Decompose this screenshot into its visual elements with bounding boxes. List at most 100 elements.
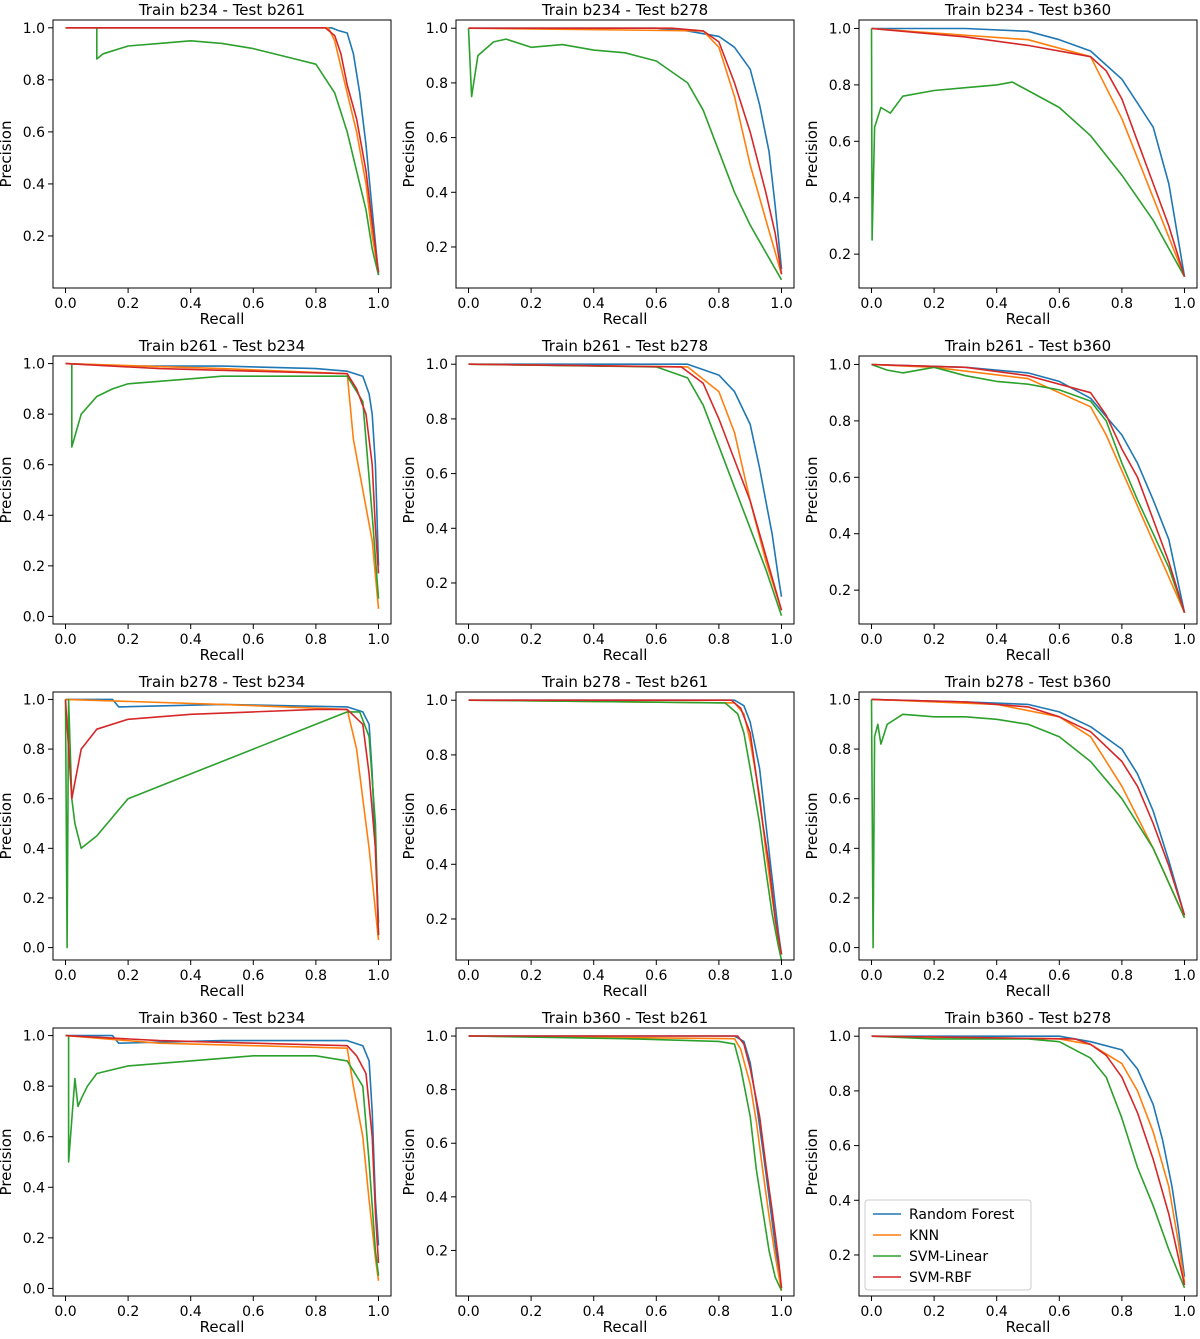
y-axis-label: Precision [803, 793, 821, 860]
x-tick-label: 0.6 [1048, 296, 1070, 312]
series-group [870, 698, 1186, 949]
y-tick-label: 0.4 [829, 841, 851, 857]
x-tick-label: 0.6 [645, 632, 667, 648]
series-line-svm-linear [96, 27, 380, 276]
y-tick-label: 0.6 [829, 1139, 851, 1155]
x-tick-label: 0.6 [1048, 632, 1070, 648]
y-tick-label: 0.2 [23, 229, 45, 245]
series-line-knn [468, 27, 783, 275]
x-tick-label: 1.0 [367, 1304, 389, 1320]
y-axis-label: Precision [400, 1129, 418, 1196]
y-tick-label: 0.4 [426, 185, 448, 201]
y-tick-label: 1.0 [829, 692, 851, 708]
series-line-svm-linear [870, 699, 1186, 949]
series-line-knn [65, 26, 380, 273]
series-line-random-forest [871, 698, 1186, 916]
y-tick-label: 0.8 [23, 742, 45, 758]
y-tick-label: 0.2 [426, 1243, 448, 1259]
y-tick-label: 0.6 [426, 803, 448, 819]
series-line-knn [871, 698, 1186, 919]
y-axis-label: Precision [0, 457, 15, 524]
series-line-knn [871, 363, 1186, 614]
axes-frame [52, 19, 392, 289]
x-tick-label: 1.0 [1173, 296, 1195, 312]
series-line-knn [468, 363, 783, 611]
x-tick-label: 1.0 [367, 296, 389, 312]
x-axis-label: Recall [1006, 646, 1051, 664]
axes-frame [858, 19, 1198, 289]
x-tick-label: 1.0 [367, 968, 389, 984]
y-tick-label: 1.0 [23, 692, 45, 708]
series-line-svm-rbf [871, 27, 1186, 277]
chart-title: Train b360 - Test b234 [138, 1009, 305, 1027]
series-line-svm-rbf [871, 363, 1186, 613]
x-tick-label: 0.8 [708, 968, 730, 984]
x-tick-label: 0.0 [457, 1304, 479, 1320]
series-line-svm-linear [870, 28, 1186, 278]
x-tick-label: 0.2 [520, 632, 542, 648]
series-line-svm-linear [67, 1035, 380, 1276]
chart-title: Train b278 - Test b234 [138, 673, 305, 691]
axes-frame [455, 691, 795, 961]
x-tick-label: 0.2 [117, 968, 139, 984]
series-group [871, 1035, 1186, 1289]
chart-title: Train b278 - Test b360 [944, 673, 1111, 691]
x-tick-label: 0.8 [1111, 968, 1133, 984]
series-line-svm-rbf [65, 362, 380, 574]
series-line-svm-rbf [65, 26, 380, 273]
chart-title: Train b261 - Test b278 [541, 337, 708, 355]
axes-frame [858, 691, 1198, 961]
x-axis-label: Recall [1006, 1318, 1051, 1336]
y-tick-label: 0.4 [23, 508, 45, 524]
x-tick-label: 0.4 [583, 632, 605, 648]
x-tick-label: 0.8 [305, 1304, 327, 1320]
y-tick-label: 0.6 [829, 792, 851, 808]
series-line-svm-linear [467, 28, 783, 281]
x-axis-label: Recall [603, 982, 648, 1000]
x-tick-label: 1.0 [1173, 632, 1195, 648]
x-tick-label: 0.2 [520, 1304, 542, 1320]
series-line-svm-rbf [468, 363, 783, 611]
y-tick-label: 0.6 [23, 125, 45, 141]
series-line-knn [871, 27, 1186, 277]
y-tick-label: 0.8 [23, 73, 45, 89]
y-axis-label: Precision [803, 1129, 821, 1196]
x-tick-label: 0.0 [54, 632, 76, 648]
y-tick-label: 0.4 [426, 521, 448, 537]
series-line-svm-linear [871, 1035, 1186, 1289]
series-line-random-forest [871, 363, 1186, 613]
x-tick-label: 1.0 [770, 968, 792, 984]
series-line-svm-rbf [64, 699, 380, 936]
chart-panel-5: Train b261 - Test b278 0.0 0.2 0.4 0.6 0.8 1.0… [400, 337, 795, 664]
x-tick-label: 0.0 [54, 968, 76, 984]
series-group [871, 363, 1186, 614]
y-tick-label: 0.8 [23, 1079, 45, 1095]
y-tick-label: 1.0 [426, 1029, 448, 1045]
y-tick-label: 0.6 [23, 792, 45, 808]
x-tick-label: 0.8 [305, 296, 327, 312]
x-tick-label: 0.6 [645, 968, 667, 984]
y-tick-label: 0.0 [23, 941, 45, 957]
x-tick-label: 0.6 [242, 968, 264, 984]
y-tick-label: 0.6 [426, 467, 448, 483]
x-tick-label: 1.0 [770, 632, 792, 648]
x-tick-label: 0.0 [860, 1304, 882, 1320]
chart-title: Train b234 - Test b278 [541, 1, 708, 19]
x-axis-label: Recall [1006, 310, 1051, 328]
x-tick-label: 0.2 [520, 968, 542, 984]
series-line-knn [65, 1034, 380, 1281]
y-tick-label: 1.0 [829, 357, 851, 373]
y-tick-label: 0.2 [829, 891, 851, 907]
legend-label: KNN [909, 1228, 939, 1244]
x-axis-label: Recall [200, 982, 245, 1000]
y-tick-label: 1.0 [829, 21, 851, 37]
y-tick-label: 0.8 [829, 1084, 851, 1100]
series-line-svm-rbf [468, 27, 783, 275]
chart-panel-10: Train b360 - Test b234 0.0 0.2 0.4 0.6 0.8 1.0… [0, 1009, 392, 1336]
x-tick-label: 0.2 [923, 296, 945, 312]
series-line-random-forest [871, 27, 1186, 277]
chart-title: Train b360 - Test b261 [541, 1009, 708, 1027]
y-tick-label: 0.2 [426, 240, 448, 256]
x-tick-label: 1.0 [1173, 1304, 1195, 1320]
